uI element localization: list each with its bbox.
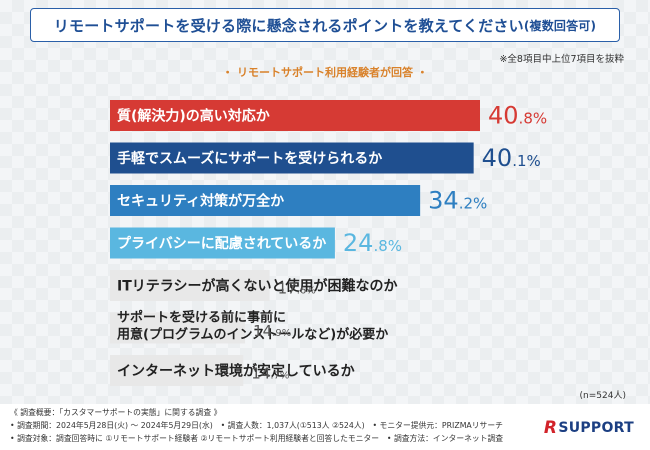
category-label-4: プライバシーに配慮されているか	[117, 235, 326, 252]
category-label-6: サポートを受ける前に事前に用意(プログラムのインストールなど)が必要か	[116, 310, 388, 343]
bar-2	[110, 142, 474, 174]
value-label-7: 14.7%	[251, 365, 289, 383]
bar-1	[110, 100, 480, 131]
survey-footer: 《 調査概要：「カスタマーサポートの実態」に関する調査 》 • 調査期間：202…	[0, 404, 650, 450]
value-label-2: 40.1%	[482, 144, 541, 172]
respondent-subtitle: ・ リモートサポート利用経験者が回答 ・	[222, 66, 428, 79]
chart-title-text: リモートサポートを受ける際に懸念されるポイントを教えてください	[53, 16, 524, 35]
bar-chart: 質(解決力)の高い対応か 40.8% 手軽でスムーズにサポートを受けられるか 40.1…	[110, 100, 547, 386]
bar-5	[110, 270, 270, 301]
selection-note: ※全8項目中上位7項目を抜粋	[499, 54, 624, 65]
bar-6	[110, 312, 246, 344]
chart-title-suffix: (複数回答可)	[523, 18, 597, 33]
sample-size-note: (n=524人)	[579, 391, 626, 401]
logo-mark: R	[543, 418, 558, 438]
value-label-1: 40.8%	[488, 102, 547, 130]
category-label-7: インターネット環境が安定しているか	[117, 363, 355, 380]
logo-text: SUPPORT	[558, 420, 634, 436]
value-label-6: 14.9%	[253, 322, 291, 340]
value-label-3: 34.2%	[428, 187, 487, 215]
bar-3	[110, 185, 421, 216]
value-label-4: 24.8%	[343, 229, 402, 257]
category-label-5: ITリテラシーが高くないと使用が困難なのか	[117, 278, 397, 295]
category-label-3: セキュリティ対策が万全か	[117, 193, 284, 210]
survey-target: • 調査対象：調査回答時に ①リモートサポート経験者 ②リモートサポート利用経験…	[10, 434, 504, 443]
bar-7	[110, 355, 244, 386]
survey-overview: 《 調査概要：「カスタマーサポートの実態」に関する調査 》	[10, 408, 222, 417]
bar-4	[110, 227, 335, 259]
category-label-1: 質(解決力)の高い対応か	[117, 108, 270, 125]
survey-period: • 調査期間：2024年5月28日(火) ～ 2024年5月29日(水) • 調…	[10, 421, 503, 430]
value-label-5: 17.6%	[278, 280, 316, 298]
rsupport-logo: R SUPPORT	[544, 418, 634, 438]
chart-title: リモートサポートを受ける際に懸念されるポイントを教えてください (複数回答可)	[30, 8, 620, 42]
category-label-2: 手軽でスムーズにサポートを受けられるか	[117, 150, 382, 167]
